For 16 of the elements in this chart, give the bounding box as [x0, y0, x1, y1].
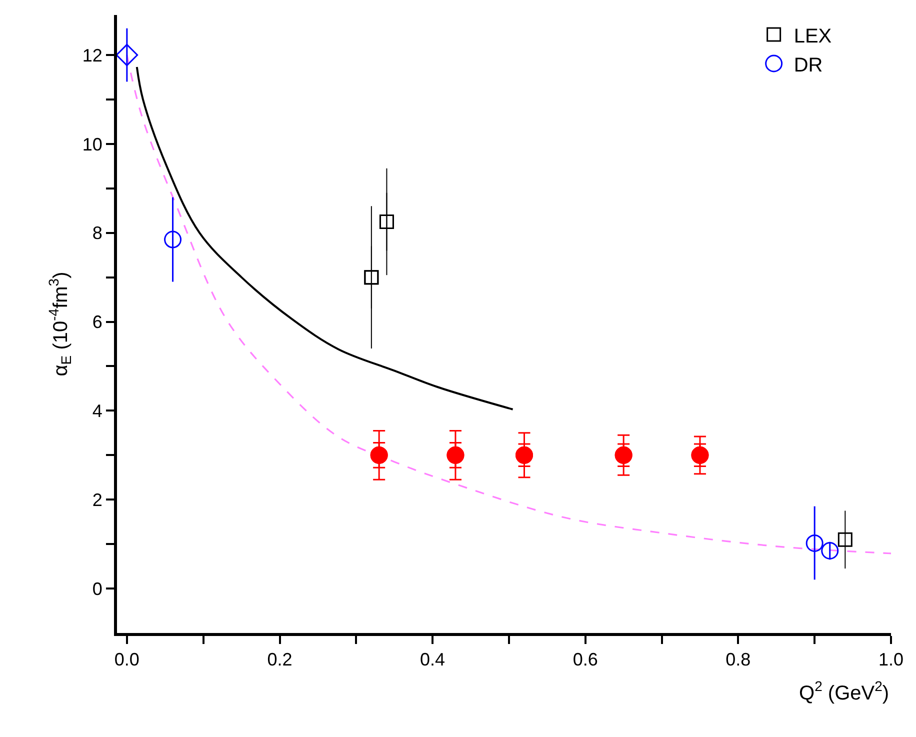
y-tick-label: 0: [92, 578, 102, 599]
x-tick-label: 0.8: [726, 650, 751, 670]
y-tick-label: 4: [92, 401, 102, 421]
x-tick-label: 0.6: [572, 650, 598, 670]
legend-label: DR: [794, 54, 823, 76]
x-tick-label: 0.2: [267, 650, 292, 670]
x-tick-label: 0.0: [114, 650, 140, 670]
y-tick-label: 12: [82, 45, 102, 66]
x-axis-title: Q$^{2}$ (GeV$^{2}$): [799, 678, 890, 704]
legend-label: LEX: [794, 25, 832, 48]
y-tick-label: 2: [92, 490, 102, 510]
x-tick-label: 0.4: [420, 650, 446, 670]
y-tick-label: 6: [92, 312, 102, 332]
y-tick-label: 10: [82, 134, 102, 154]
x-tick-label: 1.0: [878, 650, 904, 670]
y-tick-label: 8: [92, 223, 102, 244]
